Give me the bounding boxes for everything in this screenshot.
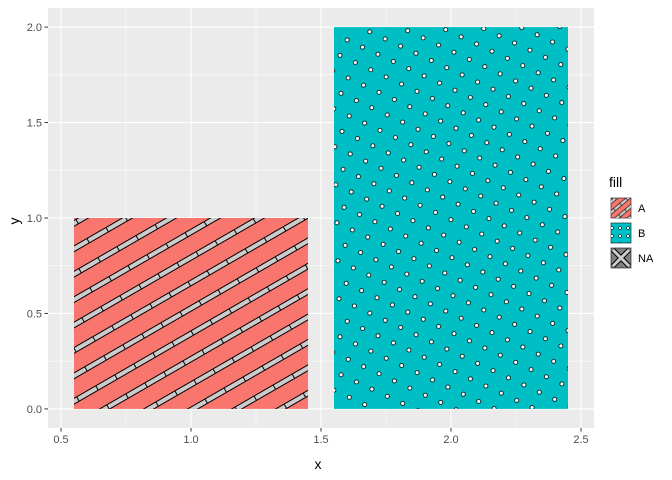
legend: fill A B NA — [609, 174, 654, 269]
y-axis-title: y — [6, 218, 22, 225]
bar-a-pattern — [74, 218, 308, 409]
y-tick-label: 0.5 — [27, 308, 42, 320]
x-tick-label: 0.5 — [53, 434, 68, 446]
axes-layer: 0.5 1.0 1.5 2.0 2.5 0.0 0.5 1.0 1.5 2.0 — [27, 22, 589, 446]
x-tick-label: 1.5 — [313, 434, 328, 446]
y-tick-label: 1.0 — [27, 213, 42, 225]
x-tick-label: 2.0 — [443, 434, 458, 446]
legend-key-b-pattern — [611, 223, 631, 243]
legend-title: fill — [609, 174, 622, 190]
y-tick-label: 1.5 — [27, 118, 42, 130]
legend-label-a: A — [638, 203, 646, 215]
x-tick-label: 1.0 — [183, 434, 198, 446]
y-tick-label: 2.0 — [27, 22, 42, 34]
bars-layer — [74, 27, 568, 409]
y-tick-label: 0.0 — [27, 404, 42, 416]
x-axis-title: x — [315, 456, 322, 472]
legend-key-a-pattern — [611, 198, 631, 218]
legend-label-na: NA — [638, 253, 654, 265]
bar-b-pattern — [334, 27, 568, 409]
x-tick-label: 2.5 — [573, 434, 588, 446]
legend-label-b: B — [638, 228, 645, 240]
legend-key-na-hatch — [611, 248, 631, 268]
